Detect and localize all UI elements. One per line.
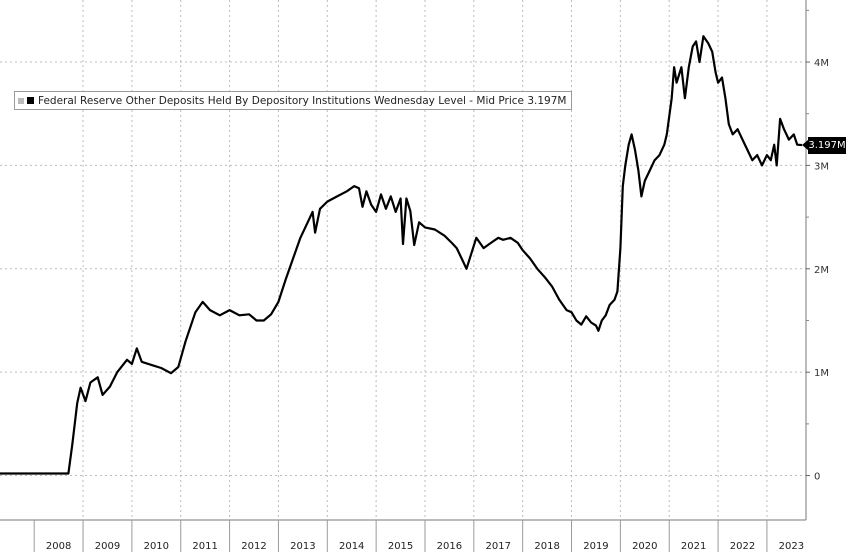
y-tick-label: 4M [814, 58, 829, 69]
legend-handle [18, 97, 24, 104]
legend-label: Federal Reserve Other Deposits Held By D… [38, 94, 567, 107]
legend-swatch [27, 97, 34, 104]
x-tick-label: 2018 [534, 541, 559, 552]
x-tick-label: 2016 [437, 541, 462, 552]
x-tick-label: 2022 [730, 541, 755, 552]
x-tick-label: 2013 [290, 541, 315, 552]
x-tick-label: 2023 [779, 541, 804, 552]
x-tick-label: 2012 [241, 541, 266, 552]
y-tick-label: 3M [814, 161, 829, 172]
gridlines [0, 0, 806, 520]
last-value-tag: 3.197M [802, 137, 846, 154]
x-tick-label: 2015 [388, 541, 413, 552]
x-tick-label: 2020 [632, 541, 657, 552]
y-tick-label: 1M [814, 368, 829, 379]
x-tick-label: 2019 [583, 541, 608, 552]
x-tick-label: 2010 [144, 541, 169, 552]
x-tick-label: 2008 [46, 541, 71, 552]
series-group [0, 35, 803, 475]
x-axis-ticks: 2008 2009 2010 2011 2012 2013 2014 2015 2016 2017… [33, 520, 804, 552]
series-line [0, 35, 803, 475]
chart-legend: Federal Reserve Other Deposits Held By D… [14, 91, 573, 110]
axes [0, 0, 807, 521]
y-axis-ticks: 0 1M 2M 3M 4M [806, 9, 829, 483]
x-tick-label: 2017 [486, 541, 511, 552]
x-tick-label: 2009 [95, 541, 120, 552]
y-tick-label: 2M [814, 265, 829, 276]
x-tick-label: 2011 [192, 541, 217, 552]
x-tick-label: 2021 [681, 541, 706, 552]
y-tick-label: 0 [814, 472, 820, 483]
x-tick-label: 2014 [339, 541, 364, 552]
